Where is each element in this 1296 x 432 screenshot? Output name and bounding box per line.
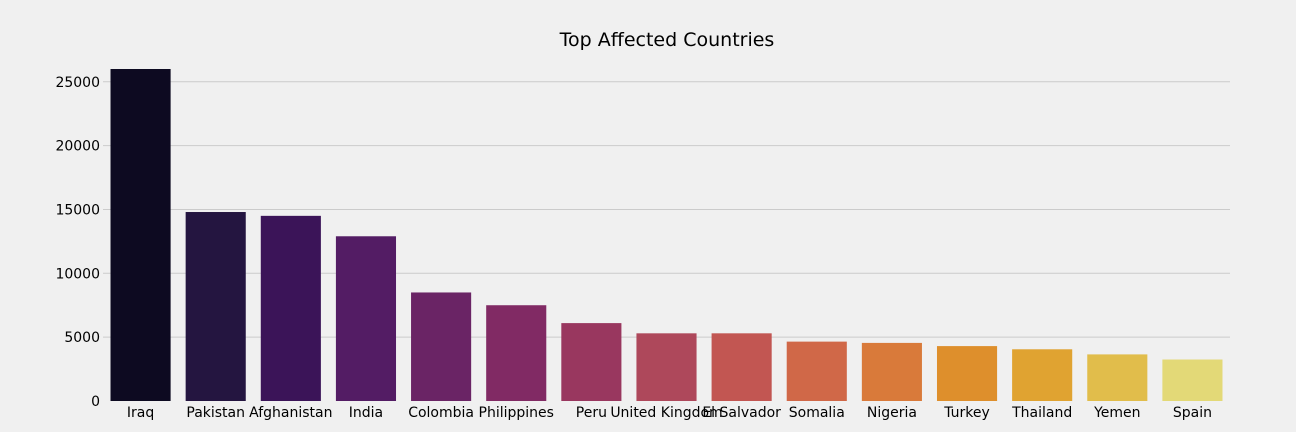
x-tick-label: India xyxy=(349,405,383,421)
bar-somalia xyxy=(786,341,847,401)
x-tick-label: Thailand xyxy=(1011,405,1072,421)
bar-philippines xyxy=(486,305,547,401)
bar-el-salvador xyxy=(711,333,772,401)
bars xyxy=(110,69,1223,401)
y-axis-ticks: 0 5000 10000 15000 20000 25000 xyxy=(55,75,100,410)
x-tick-label: Colombia xyxy=(408,405,474,421)
bar-peru xyxy=(561,323,622,401)
x-tick-label: El Salvador xyxy=(702,405,781,421)
bar-nigeria xyxy=(861,342,922,401)
x-tick-label: Philippines xyxy=(479,405,554,421)
bar-iraq xyxy=(110,69,171,401)
x-tick-label: Iraq xyxy=(127,405,154,421)
x-tick-label: United Kingdom xyxy=(610,405,722,421)
bar-yemen xyxy=(1087,354,1148,401)
bar-united-kingdom xyxy=(636,333,697,401)
bar-india xyxy=(335,236,397,401)
x-tick-label: Pakistan xyxy=(186,405,245,421)
y-tick-label: 5000 xyxy=(64,330,100,346)
bar-afghanistan xyxy=(260,215,321,401)
x-tick-label: Spain xyxy=(1173,405,1212,421)
bar-thailand xyxy=(1012,349,1073,401)
bar-spain xyxy=(1162,359,1223,401)
y-tick-label: 0 xyxy=(91,394,100,410)
bar-colombia xyxy=(411,292,472,401)
x-tick-label: Nigeria xyxy=(867,405,917,421)
y-tick-label: 20000 xyxy=(55,139,100,155)
x-tick-label: Afghanistan xyxy=(249,405,332,421)
bar-turkey xyxy=(936,346,998,401)
chart-title: Top Affected Countries xyxy=(559,29,775,51)
x-tick-label: Turkey xyxy=(943,405,990,421)
bar-pakistan xyxy=(185,212,246,401)
x-tick-label: Somalia xyxy=(789,405,845,421)
x-tick-label: Yemen xyxy=(1093,405,1140,421)
x-tick-label: Peru xyxy=(576,405,607,421)
y-tick-label: 15000 xyxy=(55,202,100,218)
y-tick-label: 10000 xyxy=(55,266,100,282)
y-tick-label: 25000 xyxy=(55,75,100,91)
x-axis-ticks: Iraq Pakistan Afghanistan India Colombia Phil… xyxy=(127,405,1212,421)
